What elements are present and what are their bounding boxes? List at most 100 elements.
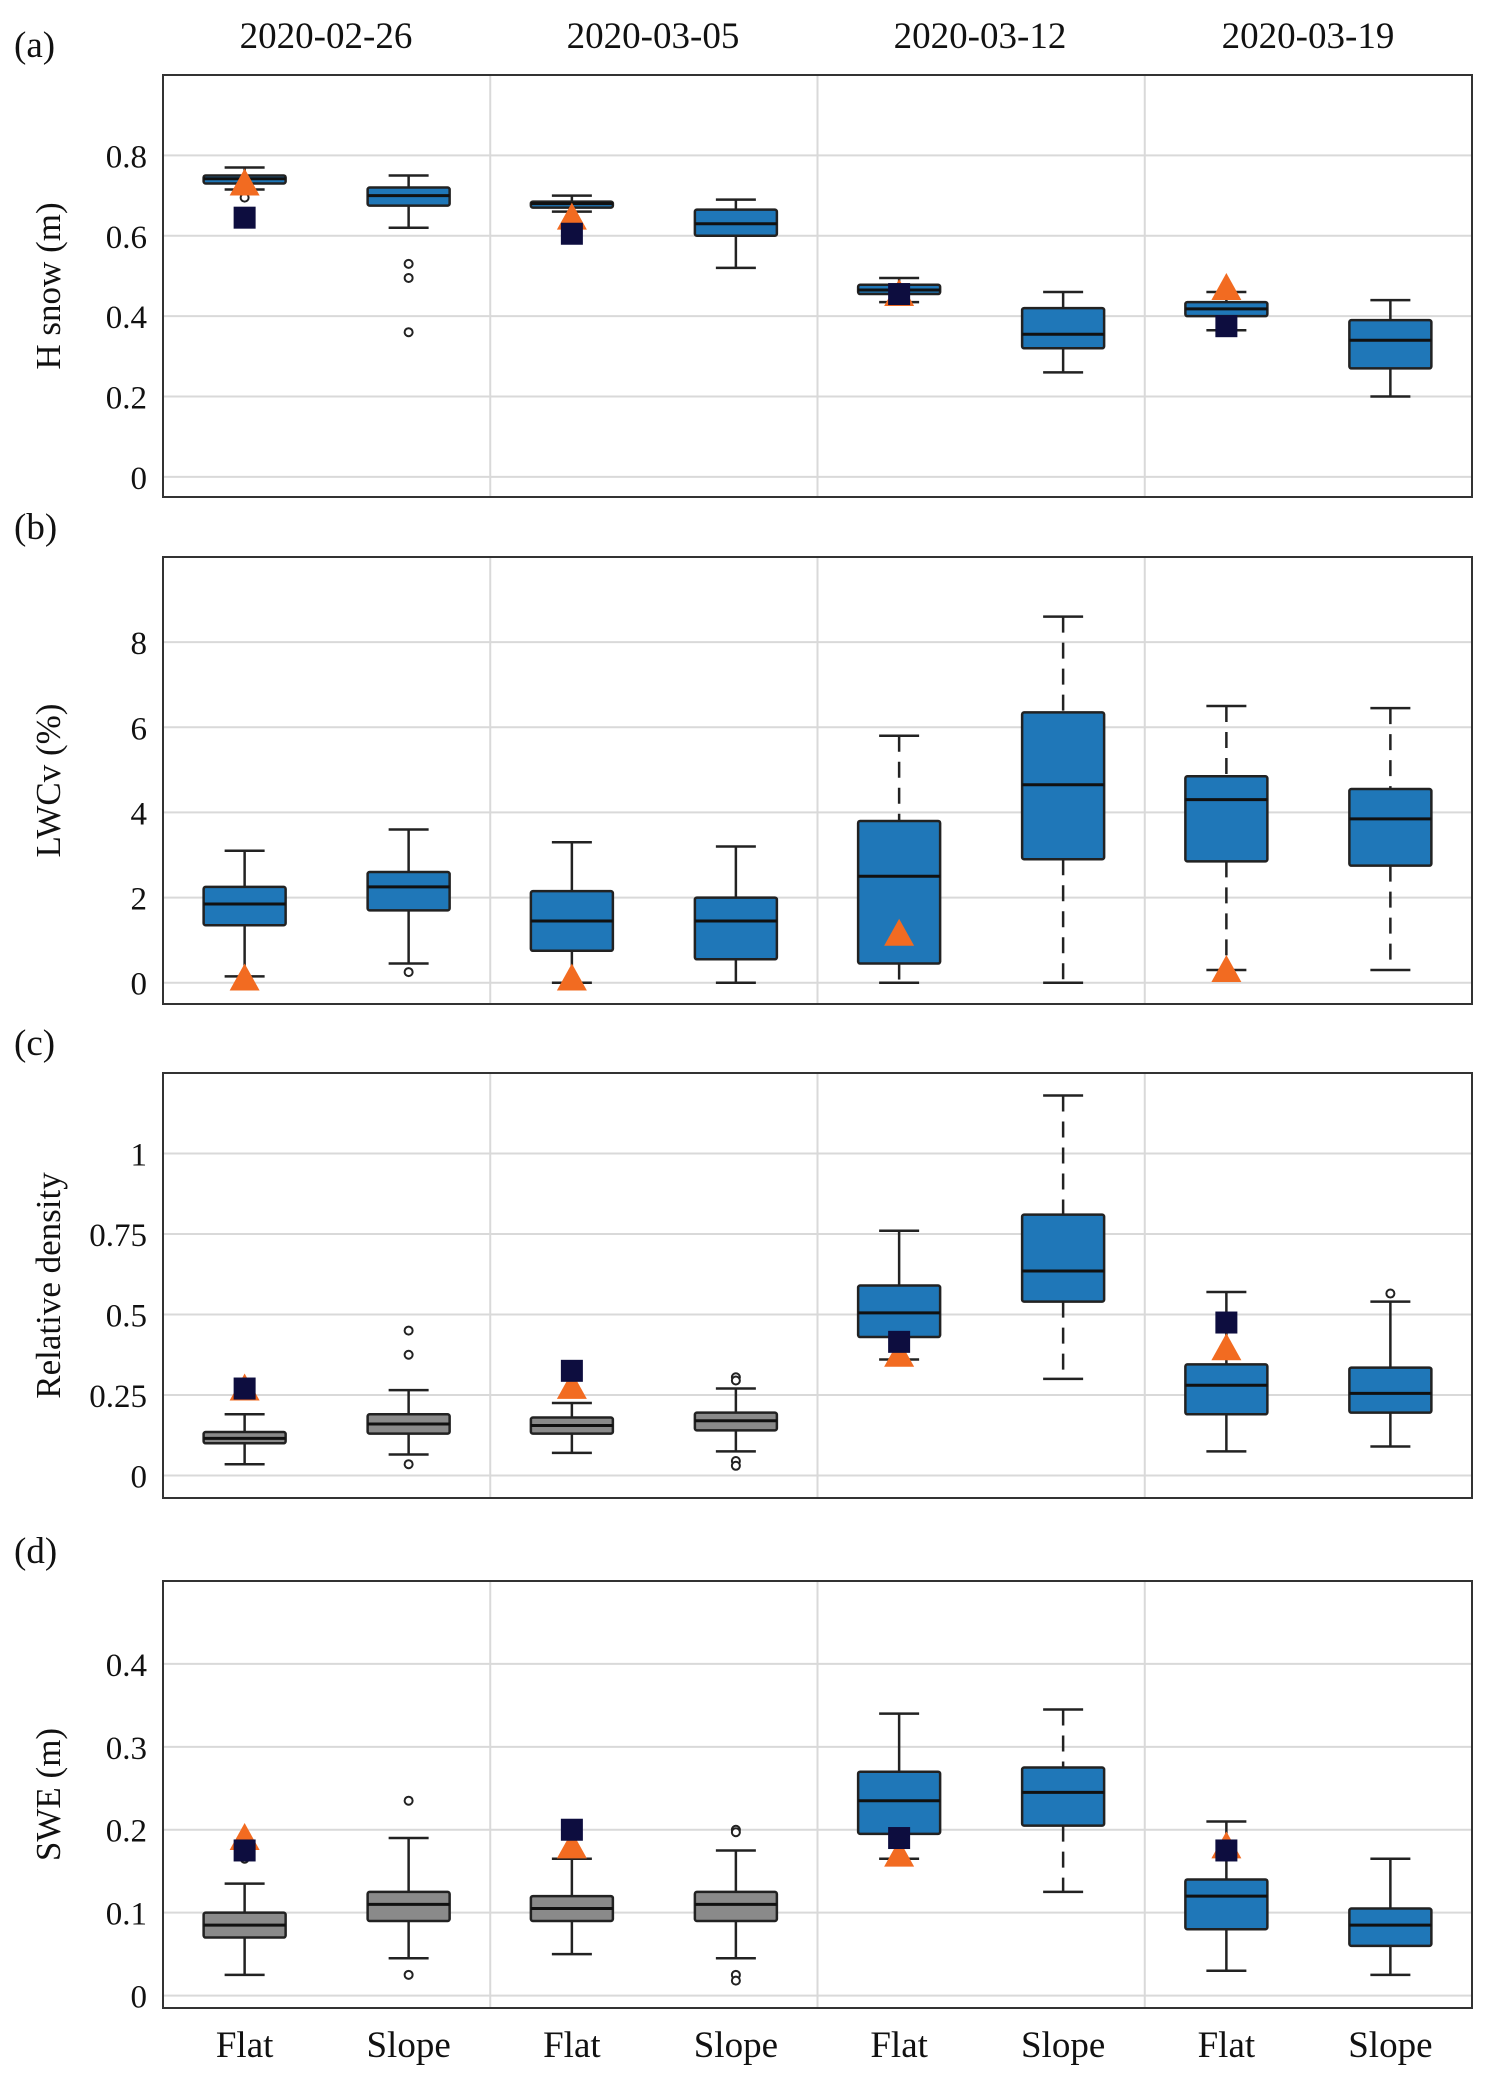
outlier-point xyxy=(730,1375,741,1386)
category-label-slope: Slope xyxy=(694,2025,778,2066)
box-iqr xyxy=(366,870,451,912)
category-label-flat: Flat xyxy=(870,2025,928,2066)
box-iqr xyxy=(1348,1366,1433,1414)
category-label-slope: Slope xyxy=(1021,2025,1105,2066)
panel-b-box-2020-02-26-flat xyxy=(202,849,287,978)
outlier-point xyxy=(403,1459,414,1470)
panel-b-box-2020-02-26-slope xyxy=(366,828,451,978)
panel-c-triangle-marker-2020-03-12 xyxy=(884,1339,915,1367)
panel-c-box-2020-03-05-slope xyxy=(693,1372,779,1471)
panel-c-ylabel: Relative density xyxy=(29,1172,68,1399)
outlier-point xyxy=(730,1975,741,1986)
panel-c-square-marker-2020-02-26 xyxy=(233,1377,256,1400)
panel-c-box-2020-03-05-flat xyxy=(529,1401,615,1455)
panel-a-ylabel: H snow (m) xyxy=(29,202,68,369)
panel-a-square-marker-2020-03-05 xyxy=(560,222,583,245)
panel-b: 0 2 4 6 8 LWCv (%) (b) xyxy=(14,507,1473,1005)
panel-c: 0 0.25 0.5 0.75 1 Relative density (c) xyxy=(14,1023,1473,1499)
panel-a-ytick-label: 0.8 xyxy=(106,139,147,175)
date-header-1: 2020-02-26 xyxy=(240,16,413,57)
panel-d-box-2020-02-26-slope xyxy=(366,1795,451,1980)
panel-d-ytick-label: 0.1 xyxy=(106,1897,147,1933)
outlier-point xyxy=(1385,1288,1396,1299)
panel-d-ylabel: SWE (m) xyxy=(29,1728,68,1861)
panel-c-ytick-label: 1 xyxy=(131,1137,148,1173)
panel-d: 0 0.1 0.2 0.3 0.4 SWE (m) (d) xyxy=(14,1531,1473,2016)
panel-a-square-marker-2020-03-12 xyxy=(888,283,911,306)
panel-d-ytick-label: 0.3 xyxy=(106,1731,147,1767)
box-iqr xyxy=(856,1770,942,1836)
panel-a-box-2020-02-26-slope xyxy=(366,174,451,338)
panel-c-square-marker-2020-03-05 xyxy=(560,1359,583,1382)
panel-a: 0 0.2 0.4 0.6 0.8 H snow (m) (a) xyxy=(14,25,1473,498)
panel-b-box-2020-03-05-slope xyxy=(693,845,779,984)
box-iqr xyxy=(693,896,779,961)
outlier-point xyxy=(403,327,414,338)
panel-a-box-2020-03-19-slope xyxy=(1348,298,1433,398)
panel-b-ytick-label: 2 xyxy=(131,882,148,918)
panel-a-letter: (a) xyxy=(14,25,55,66)
panel-c-ytick-label: 0 xyxy=(131,1459,148,1495)
category-labels: Flat Slope Flat Slope Flat Slope Flat Slope xyxy=(216,2025,1433,2066)
category-label-flat: Flat xyxy=(543,2025,601,2066)
box-iqr xyxy=(1348,1907,1433,1948)
panel-a-ytick-label: 0.2 xyxy=(106,381,147,417)
box-iqr xyxy=(1020,1213,1106,1303)
panel-c-box-2020-02-26-slope xyxy=(366,1325,451,1470)
panel-a-ytick-label: 0.6 xyxy=(106,220,147,256)
box-iqr xyxy=(693,1890,779,1923)
panel-c-square-marker-2020-03-19 xyxy=(1215,1311,1238,1334)
outlier-point xyxy=(730,1827,741,1838)
panel-d-letter: (d) xyxy=(14,1531,57,1572)
panel-a-square-marker-2020-02-26 xyxy=(233,206,256,229)
box-iqr xyxy=(202,885,287,927)
panel-b-triangle-marker-2020-03-19 xyxy=(1211,954,1242,982)
panel-b-triangle-marker-2020-03-05 xyxy=(556,963,587,991)
box-iqr xyxy=(1020,1766,1106,1827)
panel-d-square-marker-2020-03-19 xyxy=(1215,1839,1238,1862)
panel-c-box-2020-03-19-slope xyxy=(1348,1288,1433,1448)
box-iqr xyxy=(856,819,942,965)
panel-d-square-marker-2020-03-05 xyxy=(560,1818,583,1841)
outlier-point xyxy=(730,1460,741,1471)
date-header-4: 2020-03-19 xyxy=(1222,16,1395,57)
panel-a-square-marker-2020-03-19 xyxy=(1215,315,1238,338)
panel-d-triangle-marker-2020-03-12 xyxy=(884,1839,915,1867)
panel-a-frame xyxy=(162,74,1473,498)
category-label-flat: Flat xyxy=(216,2025,274,2066)
panel-b-box-2020-03-19-flat xyxy=(1184,704,1269,972)
box-iqr xyxy=(1184,774,1269,863)
category-label-slope: Slope xyxy=(1348,2025,1432,2066)
panel-c-triangle-marker-2020-03-19 xyxy=(1211,1333,1242,1361)
panel-d-box-2020-03-19-slope xyxy=(1348,1857,1433,1977)
panel-d-box-2020-03-05-slope xyxy=(693,1824,779,1986)
panels: 0 0.2 0.4 0.6 0.8 H snow (m) (a) 0 2 4 6 8 LWCv (%) (… xyxy=(14,25,1473,2016)
box-iqr xyxy=(1184,1363,1269,1416)
box-iqr xyxy=(1348,318,1433,370)
panel-a-box-2020-03-12-slope xyxy=(1020,290,1106,374)
panel-c-box-2020-02-26-flat xyxy=(202,1413,287,1466)
outlier-point xyxy=(403,1969,414,1980)
box-iqr xyxy=(856,1284,942,1339)
panel-c-letter: (c) xyxy=(14,1023,55,1064)
panel-d-square-marker-2020-02-26 xyxy=(233,1839,256,1862)
panel-c-ytick-label: 0.5 xyxy=(106,1298,147,1334)
date-headers: 2020-02-26 2020-03-05 2020-03-12 2020-03… xyxy=(240,16,1395,57)
category-label-flat: Flat xyxy=(1198,2025,1256,2066)
panel-d-box-2020-03-19-flat xyxy=(1184,1820,1269,1972)
date-header-2: 2020-03-05 xyxy=(567,16,740,57)
panel-b-box-2020-03-19-slope xyxy=(1348,706,1433,972)
panel-d-ytick-label: 0.4 xyxy=(106,1648,147,1684)
panel-b-ytick-label: 6 xyxy=(131,711,148,747)
box-iqr xyxy=(366,1890,451,1923)
panel-a-ytick-label: 0.4 xyxy=(106,300,147,336)
panel-d-box-2020-03-05-flat xyxy=(529,1857,615,1956)
panel-c-triangle-marker-2020-03-05 xyxy=(556,1371,587,1399)
box-iqr xyxy=(1184,1878,1269,1931)
category-label-slope: Slope xyxy=(366,2025,450,2066)
outlier-point xyxy=(403,1795,414,1806)
outlier-point xyxy=(403,1325,414,1336)
panel-d-box-2020-02-26-flat xyxy=(202,1853,287,1977)
panel-b-box-2020-03-12-slope xyxy=(1020,615,1106,984)
